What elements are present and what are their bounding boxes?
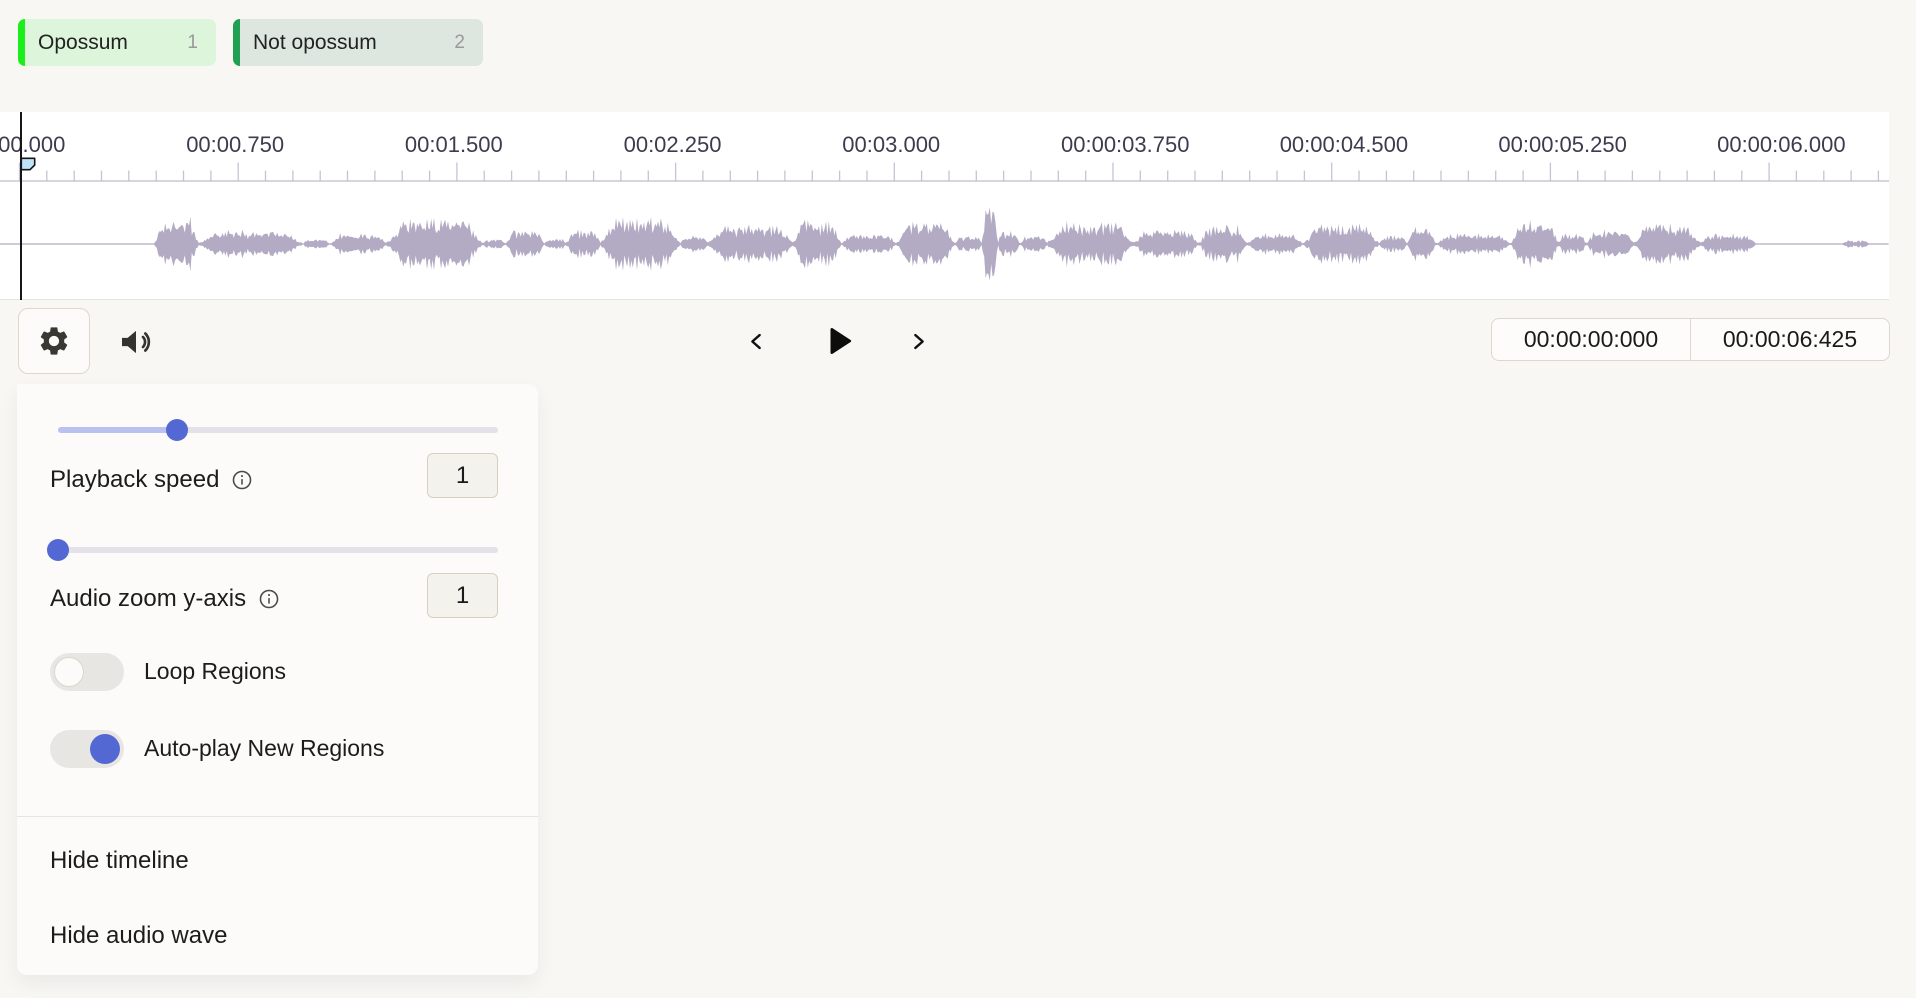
- svg-text:00:03.000: 00:03.000: [842, 132, 940, 157]
- svg-text:00:00:04.500: 00:00:04.500: [1280, 132, 1408, 157]
- svg-text:00:00:06.000: 00:00:06.000: [1717, 132, 1845, 157]
- svg-text:00:01.500: 00:01.500: [405, 132, 503, 157]
- svg-text:00:00.750: 00:00.750: [186, 132, 284, 157]
- svg-text:00:00.000: 00:00.000: [0, 132, 65, 157]
- svg-text:00:02.250: 00:02.250: [624, 132, 722, 157]
- svg-text:00:00:05.250: 00:00:05.250: [1498, 132, 1626, 157]
- svg-text:00:00:03.750: 00:00:03.750: [1061, 132, 1189, 157]
